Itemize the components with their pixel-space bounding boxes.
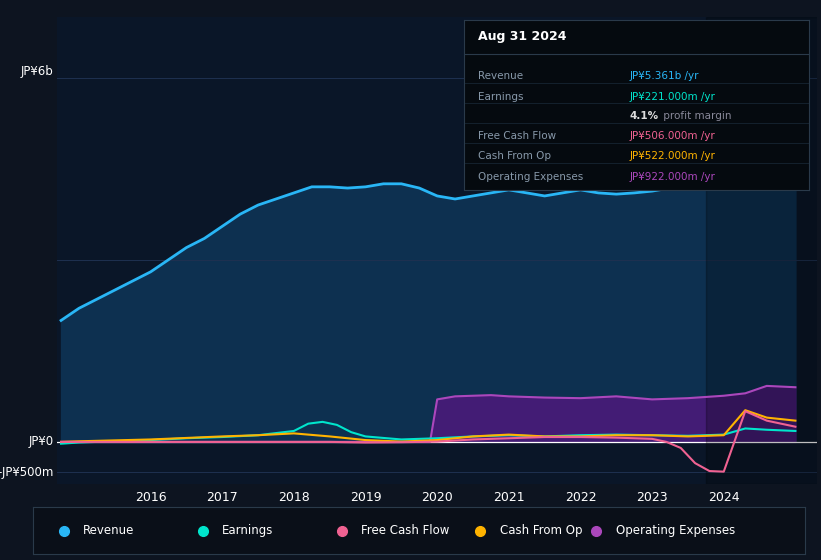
Text: profit margin: profit margin <box>660 111 732 121</box>
Text: 4.1%: 4.1% <box>630 111 658 121</box>
Text: -JP¥500m: -JP¥500m <box>0 466 53 479</box>
Text: Free Cash Flow: Free Cash Flow <box>478 130 556 141</box>
Text: Operating Expenses: Operating Expenses <box>616 524 735 537</box>
Text: Cash From Op: Cash From Op <box>500 524 582 537</box>
Text: Free Cash Flow: Free Cash Flow <box>361 524 449 537</box>
Text: JP¥506.000m /yr: JP¥506.000m /yr <box>630 130 715 141</box>
Text: Aug 31 2024: Aug 31 2024 <box>478 30 566 43</box>
Text: JP¥6b: JP¥6b <box>21 64 53 77</box>
Text: JP¥221.000m /yr: JP¥221.000m /yr <box>630 92 715 102</box>
Text: Revenue: Revenue <box>83 524 135 537</box>
Text: JP¥0: JP¥0 <box>29 435 53 449</box>
Text: JP¥922.000m /yr: JP¥922.000m /yr <box>630 172 715 182</box>
Text: JP¥5.361b /yr: JP¥5.361b /yr <box>630 71 699 81</box>
Bar <box>706 17 821 484</box>
Text: Cash From Op: Cash From Op <box>478 151 551 161</box>
Text: Earnings: Earnings <box>478 92 523 102</box>
Text: Earnings: Earnings <box>222 524 273 537</box>
Text: JP¥522.000m /yr: JP¥522.000m /yr <box>630 151 715 161</box>
Text: Operating Expenses: Operating Expenses <box>478 172 583 182</box>
Text: Revenue: Revenue <box>478 71 523 81</box>
